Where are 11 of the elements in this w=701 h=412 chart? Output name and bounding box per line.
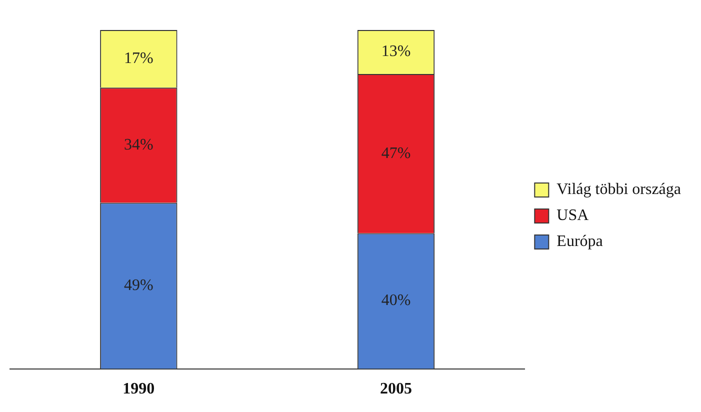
data-label: 13%: [381, 43, 411, 60]
legend-label: USA: [556, 207, 590, 224]
data-label: 40%: [381, 292, 411, 310]
x-tick-label: 1990: [122, 380, 155, 398]
legend-label: Világ többi országa: [556, 181, 682, 198]
x-tick-label: 2005: [380, 380, 412, 398]
data-label: 47%: [381, 144, 411, 162]
data-label: 34%: [124, 136, 154, 154]
data-label: 17%: [124, 50, 154, 67]
data-label: 49%: [124, 276, 154, 294]
legend-label: Európa: [556, 233, 603, 250]
